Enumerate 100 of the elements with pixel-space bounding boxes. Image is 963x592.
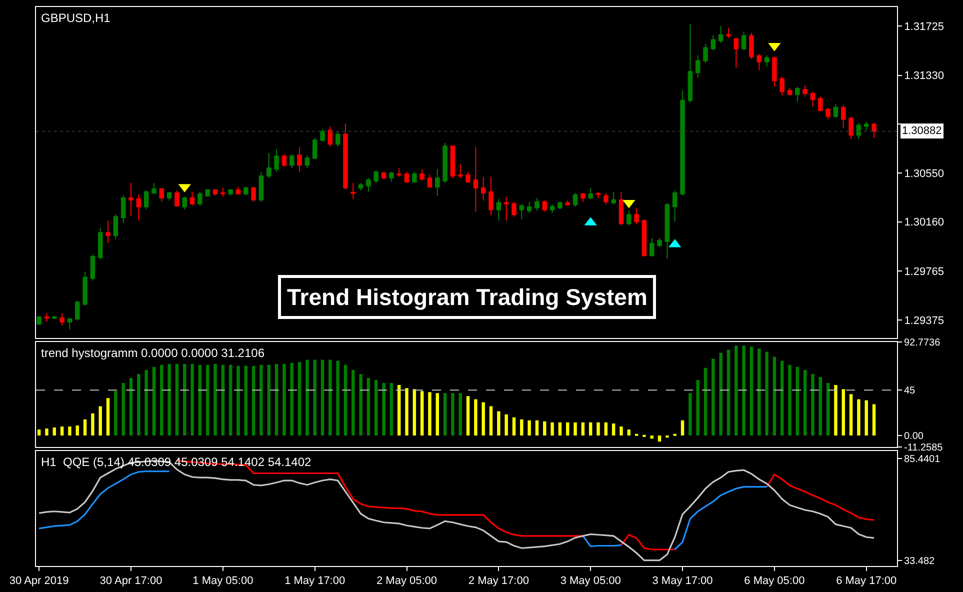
bar (405, 388, 408, 436)
bar (543, 421, 546, 436)
bar (512, 417, 516, 436)
bar (772, 356, 776, 436)
bar (458, 393, 462, 436)
bar (604, 422, 608, 436)
bar (420, 391, 424, 436)
chart-subtitle: GBPUSD,H1 (41, 11, 111, 25)
bar (106, 398, 110, 436)
bar (290, 362, 294, 436)
candlestick (596, 191, 601, 198)
candlestick (580, 192, 586, 202)
bar (221, 364, 225, 436)
bar (206, 364, 210, 436)
bar (168, 364, 171, 436)
candlestick (120, 194, 126, 224)
y-tick-label: 1.30550 (904, 168, 944, 180)
candlestick (358, 182, 364, 191)
bar (244, 366, 248, 436)
candlestick (136, 194, 142, 222)
candlestick (60, 312, 64, 326)
bar (528, 420, 531, 436)
bar (198, 364, 202, 436)
candlestick (488, 176, 494, 216)
candlestick (650, 238, 654, 258)
x-tick-label: 2 May 17:00 (468, 575, 529, 588)
candlestick (749, 32, 754, 60)
candlestick (841, 104, 846, 128)
bar (620, 426, 623, 436)
bar (451, 393, 454, 436)
candlestick (618, 191, 624, 226)
candlestick (335, 131, 340, 148)
candlestick (710, 34, 716, 51)
bar (596, 422, 600, 436)
candlestick (198, 191, 202, 206)
x-tick-label: 30 Apr 2019 (9, 575, 69, 588)
candlestick (572, 192, 578, 208)
candlestick (113, 214, 118, 240)
candlestick (381, 171, 386, 180)
candlestick (642, 218, 647, 258)
candlestick (258, 171, 264, 202)
candlestick (588, 187, 593, 200)
y-tick-label: 85.4401 (904, 454, 941, 465)
bar (612, 423, 616, 436)
candlestick (350, 182, 356, 200)
bar (650, 436, 654, 439)
bar (252, 366, 256, 436)
bar (436, 393, 439, 436)
y-tick-label: 1.30160 (904, 216, 944, 229)
bar (750, 346, 754, 436)
bar (122, 383, 125, 436)
bar (803, 370, 807, 436)
candlestick (82, 271, 88, 306)
candlestick (244, 186, 248, 196)
candlestick (810, 91, 816, 108)
candlestick (718, 25, 724, 44)
candlestick (427, 174, 432, 188)
bar (466, 396, 470, 436)
bar (712, 358, 715, 436)
bar (796, 366, 800, 436)
bar (306, 360, 309, 436)
bar (144, 370, 148, 436)
bar (482, 402, 485, 436)
bar (282, 364, 286, 436)
bar (137, 374, 140, 436)
bar (359, 374, 362, 436)
bar (91, 413, 94, 436)
candlestick (512, 201, 516, 218)
candlestick (756, 54, 762, 71)
y-tick-label: 1.31725 (904, 20, 944, 33)
candlestick (182, 196, 187, 210)
bar (313, 360, 316, 436)
candlestick (450, 144, 456, 178)
bar (114, 391, 118, 436)
chart-title: trend hystogramm 0.0000 0.0000 31.2106 (41, 346, 265, 360)
candlestick (220, 187, 226, 198)
bar (688, 393, 692, 436)
bar (566, 422, 570, 436)
x-tick-label: 3 May 17:00 (652, 575, 713, 588)
y-tick-label: 1.29765 (904, 266, 944, 278)
candlestick (680, 90, 685, 196)
candlestick (236, 186, 241, 195)
candlestick (396, 167, 402, 178)
candlestick (212, 188, 218, 196)
candlestick (174, 190, 180, 208)
candlestick (780, 76, 784, 96)
candlestick (466, 171, 470, 184)
candlestick (634, 208, 639, 225)
bar (412, 389, 416, 436)
bar (558, 422, 562, 436)
y-tick-label: 33.482 (904, 556, 936, 568)
bar (788, 364, 792, 436)
bar (574, 422, 577, 436)
bar (344, 364, 348, 436)
bar (214, 364, 217, 436)
bar (857, 399, 860, 436)
bar (183, 364, 186, 436)
bar (474, 399, 478, 436)
bar (428, 392, 432, 436)
bar (397, 385, 401, 436)
